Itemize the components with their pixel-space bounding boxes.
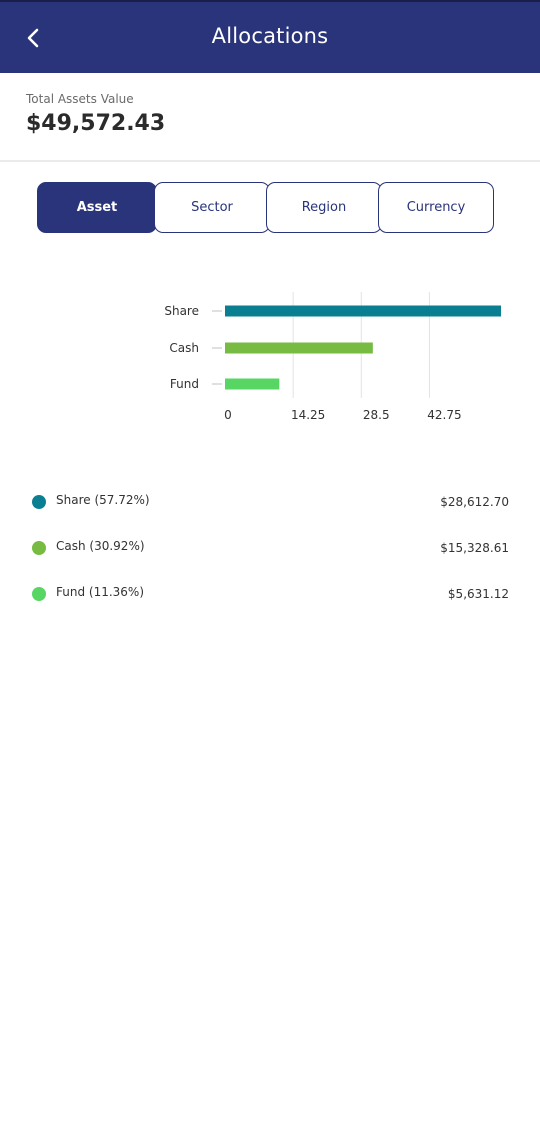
legend-dot-cash bbox=[32, 541, 46, 555]
page-title: Allocations bbox=[211, 24, 329, 48]
tab-currency[interactable]: Currency bbox=[378, 182, 494, 233]
total-assets-value: $49,572.43 bbox=[26, 111, 166, 136]
x-tick-label: 42.75 bbox=[427, 408, 461, 422]
legend-dot-fund bbox=[32, 587, 46, 601]
category-label-fund: Fund bbox=[170, 377, 199, 391]
bar-share bbox=[225, 305, 501, 317]
category-label-share: Share bbox=[164, 304, 199, 318]
back-button[interactable] bbox=[16, 20, 52, 56]
legend-item-share: Share (57.72%) $28,612.70 bbox=[0, 490, 540, 514]
bar-cash bbox=[225, 342, 373, 354]
app-bar: Allocations bbox=[0, 0, 540, 73]
bar-fund bbox=[225, 378, 280, 390]
legend-label-share: Share (57.72%) bbox=[56, 493, 150, 507]
tab-region[interactable]: Region bbox=[266, 182, 382, 233]
legend-dot-share bbox=[32, 495, 46, 509]
legend-value-share: $28,612.70 bbox=[440, 495, 509, 509]
x-tick-label: 0 bbox=[224, 408, 232, 422]
legend-value-fund: $5,631.12 bbox=[447, 587, 509, 601]
x-tick-label: 14.25 bbox=[291, 408, 325, 422]
chevron-left-icon bbox=[27, 28, 39, 48]
legend-item-fund: Fund (11.36%) $5,631.12 bbox=[0, 582, 540, 606]
tab-asset[interactable]: Asset bbox=[37, 182, 157, 233]
legend-label-cash: Cash (30.92%) bbox=[56, 539, 145, 553]
legend-value-cash: $15,328.61 bbox=[440, 541, 509, 555]
total-assets: Total Assets Value $49,572.43 bbox=[26, 92, 165, 136]
legend-label-fund: Fund (11.36%) bbox=[56, 585, 145, 599]
x-tick-label: 28.5 bbox=[363, 408, 390, 422]
tab-sector[interactable]: Sector bbox=[154, 182, 270, 233]
allocation-bar-chart: Share Cash Fund 0 14.25 28.5 42.75 bbox=[164, 292, 501, 422]
divider bbox=[0, 160, 540, 162]
category-label-cash: Cash bbox=[169, 341, 199, 355]
total-assets-label: Total Assets Value bbox=[26, 92, 134, 106]
legend-item-cash: Cash (30.92%) $15,328.61 bbox=[0, 536, 540, 560]
